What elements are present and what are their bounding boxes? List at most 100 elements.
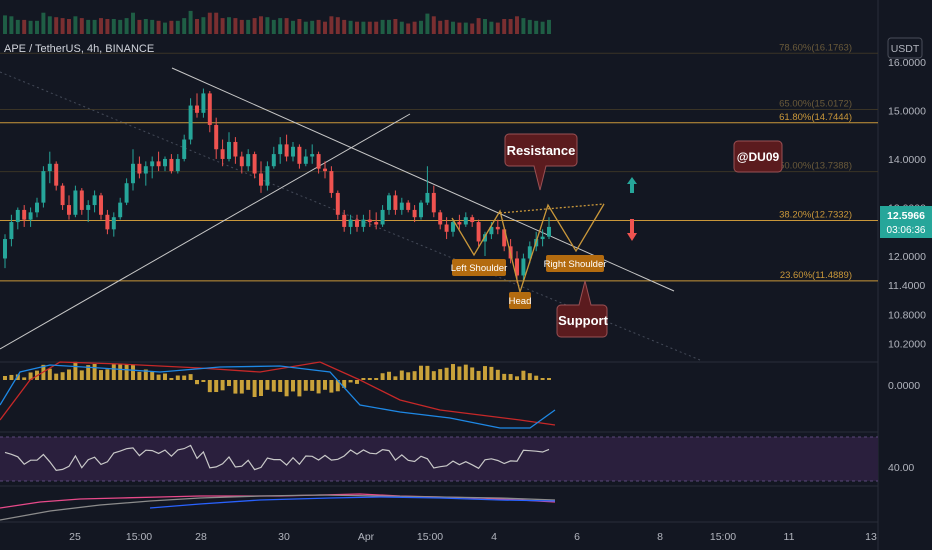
volume-bar [508,19,513,34]
head-label: Head [509,296,532,307]
support-callout[interactable]: Support [556,280,609,338]
volume-bar [451,21,455,34]
macd-histogram-bar [99,370,103,380]
head-and-shoulders-pattern[interactable]: Left Shoulder Head Right Shoulder [451,203,607,309]
volume-bar [310,20,315,34]
macd-histogram-bar [483,366,487,380]
candle-body [195,105,199,113]
macd-histogram-bar [425,365,430,380]
volume-bar [431,16,436,34]
candle-body [444,224,449,232]
macd-histogram-bar [15,374,20,380]
volume-bar [367,21,372,34]
volume-bar [28,20,33,34]
candle-body [143,166,148,174]
macd-histogram-bar [355,380,359,384]
volume-bar [99,18,103,34]
candle-body [207,93,212,125]
fib-level-label: 61.80%(14.7444) [779,112,852,123]
volume-bar [540,21,545,34]
candle-body [380,209,385,225]
macd-histogram-bar [303,380,308,391]
volume-bar [438,20,443,34]
volume-bar [271,19,276,34]
price-tick: 10.2000 [888,338,926,350]
candle-body [393,195,398,210]
candle-body [182,139,187,159]
macd-histogram-bar [47,368,52,380]
macd-histogram-bar [131,364,135,380]
moving-average-pane [0,493,556,521]
candle-body [150,161,155,167]
macd-histogram-bar [380,373,385,380]
candle-body [137,163,142,174]
volume-bar [41,12,46,34]
volume-bar [175,20,180,34]
macd-histogram-bar [348,380,353,383]
candle-body [451,222,455,232]
macd-pane [0,361,556,429]
candle-body [329,171,334,193]
rsi-pane [0,436,878,482]
currency-button[interactable] [887,37,923,59]
macd-histogram-bar [412,371,417,380]
candle-body [47,163,52,172]
price-tick: 10.8000 [888,309,926,321]
candle-body [431,192,436,213]
macd-histogram-bar [335,380,340,392]
volume-bar [495,22,500,34]
macd-zero-label: 0.0000 [888,380,920,392]
ascending-trendline [0,113,411,350]
price-tick: 12.0000 [888,251,926,263]
neckline [499,203,605,214]
candle-body [271,154,276,167]
macd-histogram-bar [3,376,7,380]
volume-bar [163,22,167,34]
volume-bar [329,16,334,34]
volume-bar [303,21,308,34]
candle-body [361,219,366,227]
macd-histogram-bar [105,369,110,380]
volume-bar [105,19,110,34]
macd-histogram-bar [239,380,244,394]
candle-body [335,192,340,215]
volume-bar [515,16,519,34]
macd-histogram-bar [118,364,123,380]
candle-body [3,239,7,259]
macd-histogram-bar [463,364,468,380]
volume-bar [252,18,257,34]
volume-bar [463,22,468,34]
macd-histogram-bar [393,376,398,380]
price-tick: 15.0000 [888,105,926,117]
candle-body [463,217,468,225]
candle-body [419,202,423,218]
macd-histogram-bar [207,380,212,393]
volume-bar [15,19,20,34]
macd-histogram-bar [451,364,455,380]
candle-body [239,156,244,167]
countdown: 03:06:36 [887,225,926,236]
descending-trendline [171,67,675,292]
macd-histogram-bar [9,374,14,380]
time-tick: 13 [865,531,877,543]
macd-histogram-bar [67,369,71,380]
chart-symbol-title[interactable]: APE / TetherUS, 4h, BINANCE [4,43,154,55]
macd-histogram-bar [508,374,513,380]
time-tick: 8 [657,531,663,543]
watermark-callout[interactable]: @DU09 [733,140,783,173]
volume-bar [207,12,212,34]
watermark-text: @DU09 [737,150,780,164]
time-axis[interactable]: 25 15:00 28 30 Apr 15:00 4 6 8 15:00 11 13 [69,531,877,543]
time-tick: 15:00 [710,531,736,543]
macd-histogram-bar [342,380,347,388]
current-price-badge: 12.5966 03:06:36 [880,206,932,238]
volume-bar [547,19,551,34]
macd-histogram-bar [431,371,436,380]
volume-bar [489,21,494,34]
resistance-callout[interactable]: Resistance [504,133,578,191]
candlestick-series [3,88,551,283]
resistance-text: Resistance [507,143,576,158]
volume-bar [278,18,283,34]
volume-bar [399,21,404,34]
